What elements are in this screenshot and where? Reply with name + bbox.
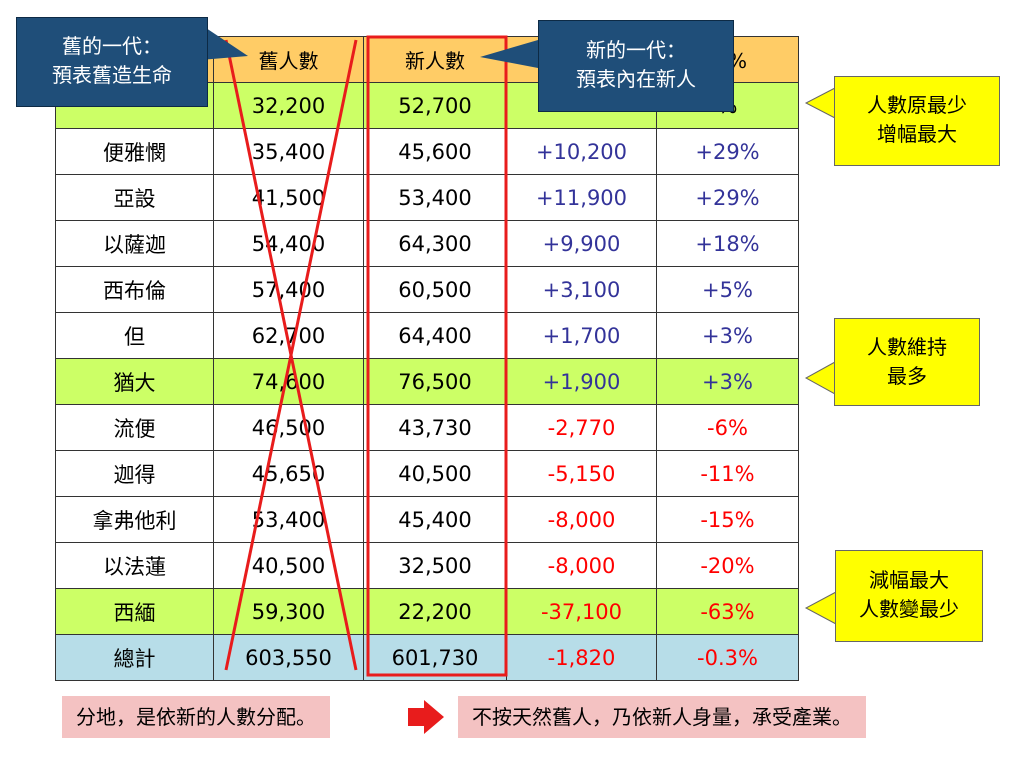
new-generation-line-1: 新的一代： bbox=[586, 38, 686, 62]
dropped-most-line-1: 減幅最大 bbox=[869, 568, 949, 592]
least-grew-most-callout: 人數原最少 增幅最大 bbox=[834, 76, 1000, 166]
old-count-cell: 57,400 bbox=[213, 266, 364, 313]
difference-cell: -8,000 bbox=[506, 542, 657, 589]
least-grew-most-line-1: 人數原最少 bbox=[867, 93, 967, 117]
old-generation-callout: 舊的一代： 預表舊造生命 bbox=[16, 17, 208, 107]
callout-pointer-kept bbox=[804, 361, 836, 395]
old-count-cell: 62,700 bbox=[213, 312, 364, 359]
difference-cell: -8,000 bbox=[506, 496, 657, 543]
percent-cell: +29% bbox=[656, 128, 799, 175]
tribe-row: 迦得 45,650 40,500 -5,150 -11% bbox=[55, 450, 799, 497]
new-generation-line-2: 預表內在新人 bbox=[576, 67, 696, 91]
old-count-cell: 41,500 bbox=[213, 174, 364, 221]
difference-cell: -1,820 bbox=[506, 634, 657, 681]
right-arrow-icon bbox=[408, 700, 444, 734]
new-count-cell: 45,400 bbox=[363, 496, 507, 543]
tribe-row: 便雅憫 35,400 45,600 +10,200 +29% bbox=[55, 128, 799, 175]
new-count-highlight-frame bbox=[366, 35, 508, 677]
percent-cell: +3% bbox=[656, 358, 799, 405]
percent-cell: -11% bbox=[656, 450, 799, 497]
new-count-cell: 22,200 bbox=[363, 588, 507, 635]
tribe-row: 流便 46,500 43,730 -2,770 -6% bbox=[55, 404, 799, 451]
tribe-cell: 便雅憫 bbox=[55, 128, 214, 175]
new-count-cell: 45,600 bbox=[363, 128, 507, 175]
difference-cell: -2,770 bbox=[506, 404, 657, 451]
difference-cell: +1,900 bbox=[506, 358, 657, 405]
kept-most-line-2: 最多 bbox=[887, 364, 927, 388]
tribe-row: 猶大 74,600 76,500 +1,900 +3% bbox=[55, 358, 799, 405]
new-count-cell: 43,730 bbox=[363, 404, 507, 451]
callout-pointer-new bbox=[480, 40, 538, 68]
difference-cell: +1,700 bbox=[506, 312, 657, 359]
difference-cell: +10,200 bbox=[506, 128, 657, 175]
tribe-row: 但62,70064,400+1,700+3% bbox=[55, 312, 799, 359]
tribe-row: 以法蓮 40,500 32,500 -8,000 -20% bbox=[55, 542, 799, 589]
percent-cell: +5% bbox=[656, 266, 799, 313]
tribe-cell: 流便 bbox=[55, 404, 214, 451]
old-count-strike-line bbox=[224, 39, 358, 671]
old-generation-line-1: 舊的一代： bbox=[62, 34, 162, 58]
dropped-most-callout: 減幅最大 人數變最少 bbox=[835, 550, 983, 642]
percent-cell: +29% bbox=[656, 174, 799, 221]
tribe-cell: 拿弗他利 bbox=[55, 496, 214, 543]
tribe-cell: 總計 bbox=[55, 634, 214, 681]
header-new-count: 新人數 bbox=[363, 36, 507, 83]
difference-cell: +11,900 bbox=[506, 174, 657, 221]
callout-pointer-least bbox=[804, 87, 836, 119]
least-grew-most-line-2: 增幅最大 bbox=[877, 122, 957, 146]
tribe-cell: 西緬 bbox=[55, 588, 214, 635]
new-generation-callout: 新的一代： 預表內在新人 bbox=[538, 20, 734, 112]
tribe-row: 西布倫 57,400 60,500 +3,100 +5% bbox=[55, 266, 799, 313]
kept-most-callout: 人數維持 最多 bbox=[834, 318, 980, 406]
tribe-row: 拿弗他利 53,400 45,400 -8,000 -15% bbox=[55, 496, 799, 543]
old-generation-line-2: 預表舊造生命 bbox=[52, 63, 172, 87]
tribe-row: 西緬 59,300 22,200 -37,100 -63% bbox=[55, 588, 799, 635]
tribe-cell: 猶大 bbox=[55, 358, 214, 405]
percent-cell: -63% bbox=[656, 588, 799, 635]
dropped-most-line-2: 人數變最少 bbox=[859, 597, 959, 621]
difference-cell: -37,100 bbox=[506, 588, 657, 635]
tribe-cell: 以薩迦 bbox=[55, 220, 214, 267]
difference-cell: +3,100 bbox=[506, 266, 657, 313]
percent-cell: -0.3% bbox=[656, 634, 799, 681]
tribe-cell: 以法蓮 bbox=[55, 542, 214, 589]
tribe-cell: 亞設 bbox=[55, 174, 214, 221]
percent-cell: +18% bbox=[656, 220, 799, 267]
new-count-cell: 64,400 bbox=[363, 312, 507, 359]
new-count-cell: 40,500 bbox=[363, 450, 507, 497]
tribe-cell: 但 bbox=[55, 312, 214, 359]
inheritance-principle-note: 不按天然舊人，乃依新人身量，承受產業。 bbox=[458, 696, 866, 738]
old-count-cell: 603,550 bbox=[213, 634, 364, 681]
kept-most-line-1: 人數維持 bbox=[867, 335, 947, 359]
callout-pointer-dropped bbox=[804, 591, 837, 625]
new-count-cell: 64,300 bbox=[363, 220, 507, 267]
percent-cell: -6% bbox=[656, 404, 799, 451]
new-count-cell: 32,500 bbox=[363, 542, 507, 589]
percent-cell: +3% bbox=[656, 312, 799, 359]
tribe-cell: 西布倫 bbox=[55, 266, 214, 313]
allocation-rule-note: 分地，是依新的人數分配。 bbox=[62, 696, 330, 738]
old-count-cell: 40,500 bbox=[213, 542, 364, 589]
percent-cell: -15% bbox=[656, 496, 799, 543]
new-count-cell: 52,700 bbox=[363, 82, 507, 129]
percent-cell: -20% bbox=[656, 542, 799, 589]
callout-pointer-old bbox=[200, 24, 248, 60]
